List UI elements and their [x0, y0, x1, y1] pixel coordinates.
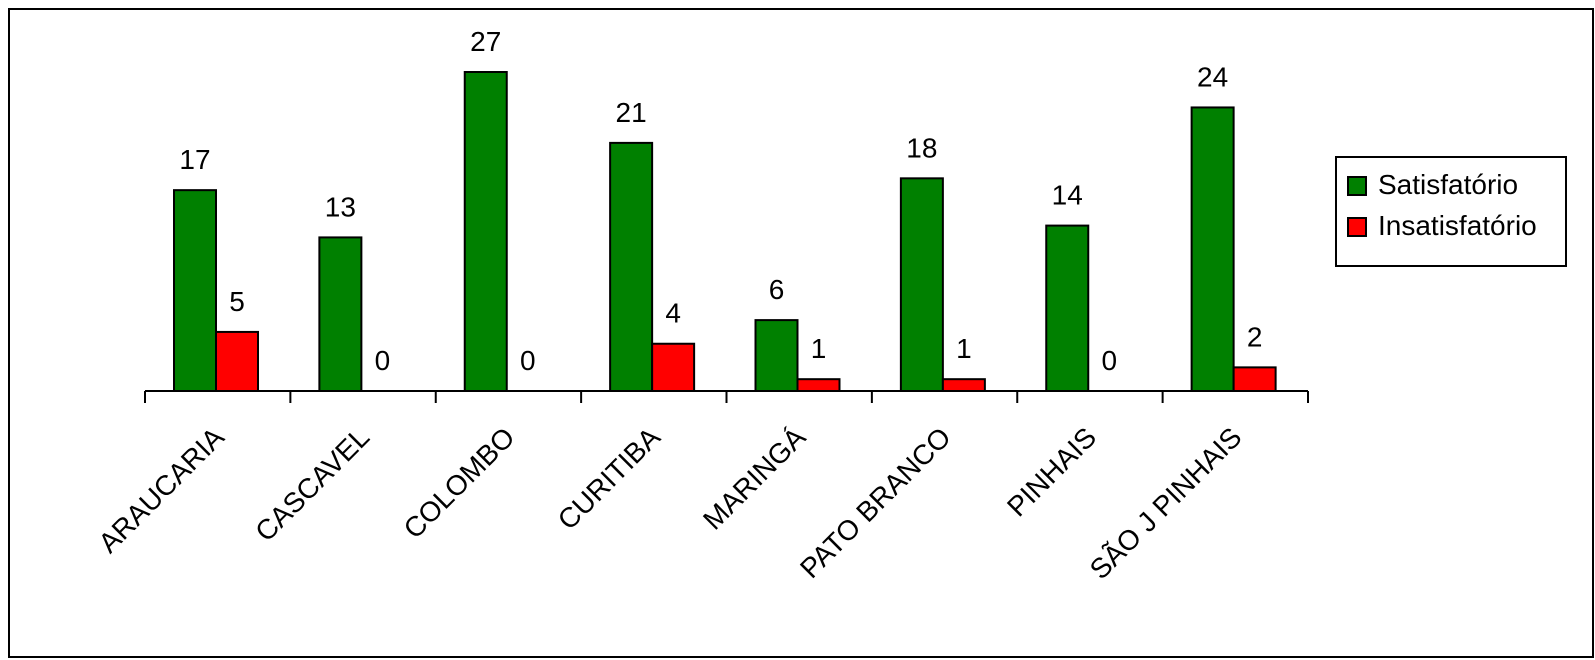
legend-box [1335, 156, 1567, 267]
data-label: 18 [906, 132, 937, 163]
data-label: 5 [229, 286, 245, 317]
data-label: 13 [325, 191, 356, 222]
data-label: 21 [616, 97, 647, 128]
bar-insatisfatorio [796, 378, 841, 392]
data-label: 1 [956, 333, 972, 364]
bar-insatisfatorio [1232, 366, 1277, 392]
legend-swatch [1347, 217, 1367, 237]
bar-satisfatorio [463, 71, 508, 392]
bar-insatisfatorio [941, 378, 986, 392]
bars-group [173, 71, 1277, 393]
bar-satisfatorio [1045, 224, 1090, 392]
data-label: 1 [811, 333, 827, 364]
chart-border [8, 8, 1594, 658]
legend: Satisfatório Insatisfatório [1335, 156, 1567, 267]
bar-satisfatorio [318, 236, 363, 392]
legend-swatch [1347, 176, 1367, 196]
data-label: 6 [769, 274, 785, 305]
bar-satisfatorio [1190, 106, 1235, 392]
bar-insatisfatorio [215, 330, 259, 393]
data-label: 0 [375, 345, 391, 376]
bar-insatisfatorio [651, 342, 696, 393]
data-label: 4 [665, 298, 681, 329]
legend-entry: Satisfatório [1378, 169, 1518, 200]
data-label: 14 [1052, 180, 1083, 211]
data-label: 2 [1247, 321, 1263, 352]
data-label: 24 [1197, 61, 1228, 92]
data-label: 0 [1101, 345, 1117, 376]
bar-satisfatorio [754, 319, 799, 392]
legend-entry: Insatisfatório [1378, 210, 1537, 241]
data-label: 0 [520, 345, 536, 376]
data-label: 27 [470, 26, 501, 57]
data-label: 17 [179, 144, 210, 175]
bar-satisfatorio [173, 189, 217, 392]
bar-satisfatorio [899, 177, 944, 392]
bar-satisfatorio [609, 141, 654, 392]
